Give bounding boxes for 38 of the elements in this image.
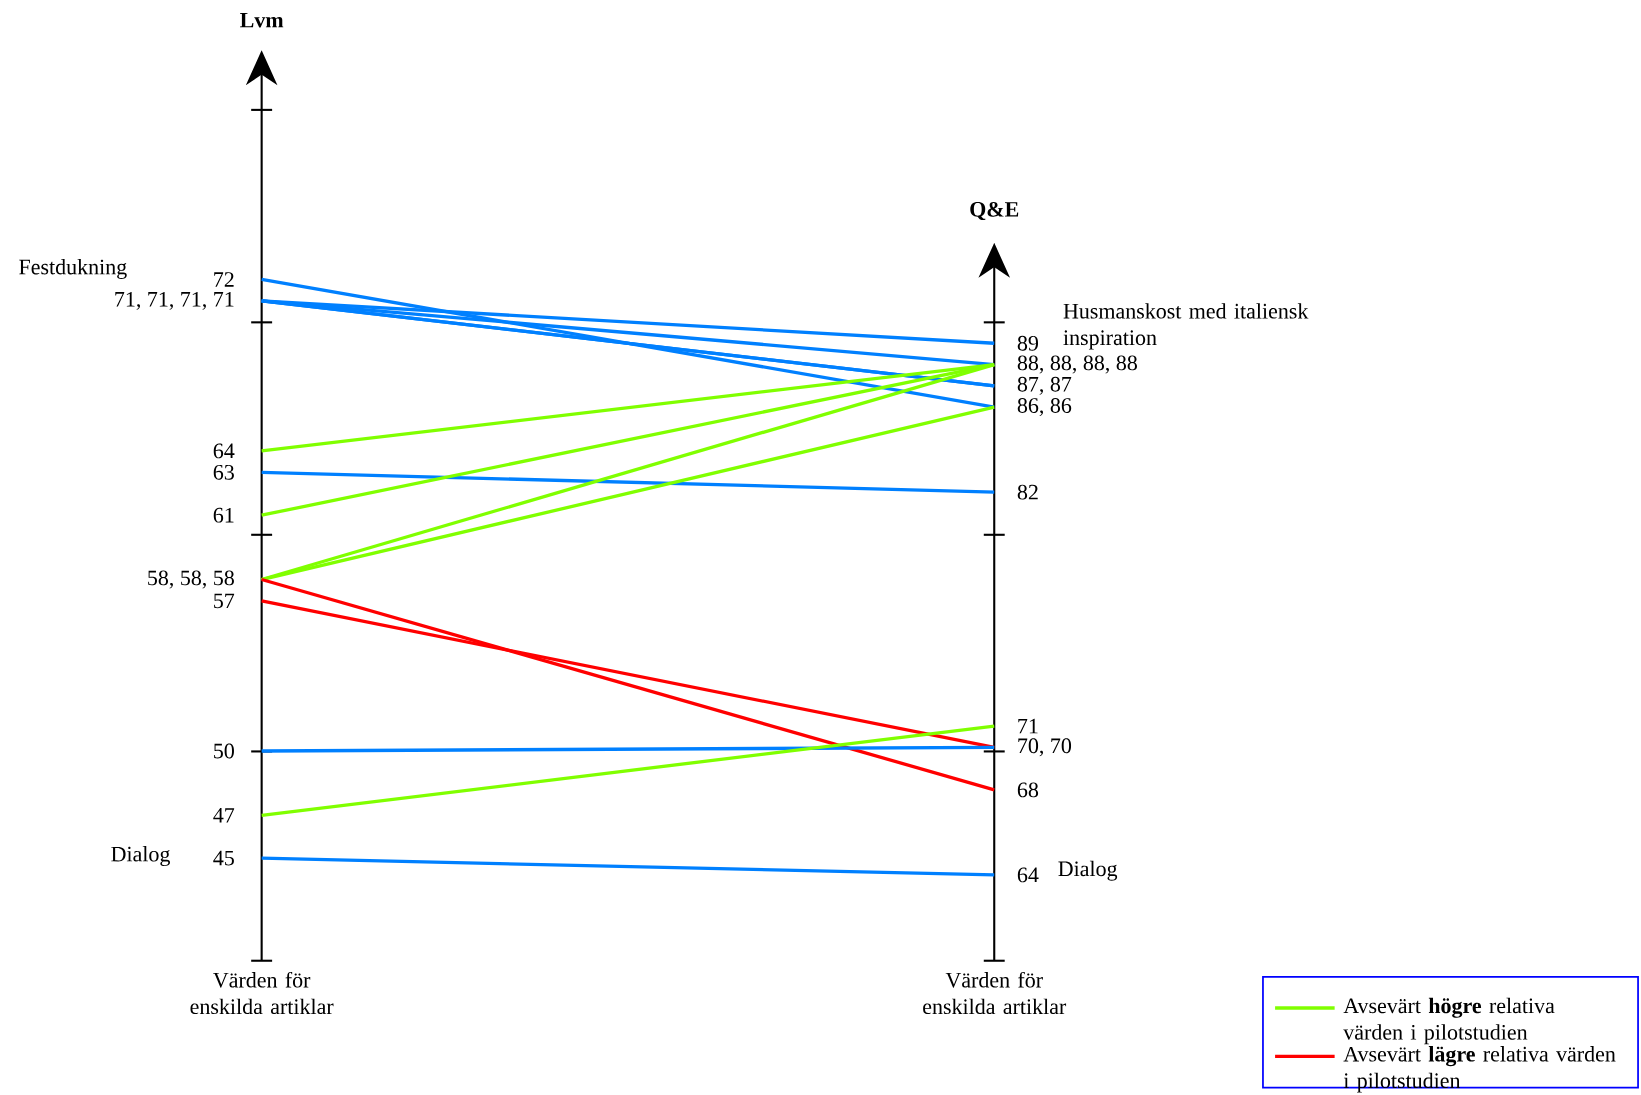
data-label: 82	[1017, 484, 1038, 500]
data-label: 61	[213, 507, 234, 523]
data-label: 88,	[1050, 355, 1076, 374]
data-label: 63	[213, 465, 234, 480]
data-label: 86	[1050, 398, 1072, 414]
text: Husmanskost med italiensk inspiration	[1063, 303, 1309, 350]
data-label: 68	[1017, 782, 1039, 798]
data-label: 72	[214, 272, 234, 287]
text: Dialog	[1058, 860, 1118, 881]
data-label: 71,	[181, 292, 206, 310]
category-label: Lvm	[240, 13, 284, 28]
data-label: 71	[1018, 718, 1038, 734]
text: Dialog	[111, 846, 170, 867]
data-label: 57	[214, 593, 235, 609]
data-label: 70	[1051, 738, 1072, 754]
data-label: 88,	[1083, 355, 1109, 374]
data-label: 87,	[1017, 376, 1043, 395]
text: Värden för enskilda artiklar	[923, 972, 1067, 1015]
data-label: 45	[213, 850, 234, 866]
data-label: 88,	[1017, 355, 1043, 374]
category-label: Q&E	[970, 202, 1019, 221]
data-label: 50	[214, 743, 234, 759]
data-label: 58,	[181, 570, 206, 589]
data-label: 64	[1017, 867, 1039, 883]
data-label: 58,	[148, 570, 173, 589]
text: Festdukning	[19, 259, 127, 280]
data-label: 71,	[115, 292, 140, 310]
data-label: 58	[214, 570, 234, 586]
data-label: 86,	[1017, 398, 1043, 417]
data-label: 47	[213, 808, 235, 823]
data-label: 88	[1116, 355, 1137, 371]
data-label: 71	[214, 292, 234, 307]
data-label: 70,	[1018, 738, 1043, 757]
text: Värden för enskilda artiklar	[190, 972, 334, 1015]
data-label: 71,	[148, 292, 173, 310]
data-label: 89	[1017, 336, 1039, 351]
data-label: 64	[213, 443, 235, 459]
data-label: 87	[1050, 376, 1072, 392]
